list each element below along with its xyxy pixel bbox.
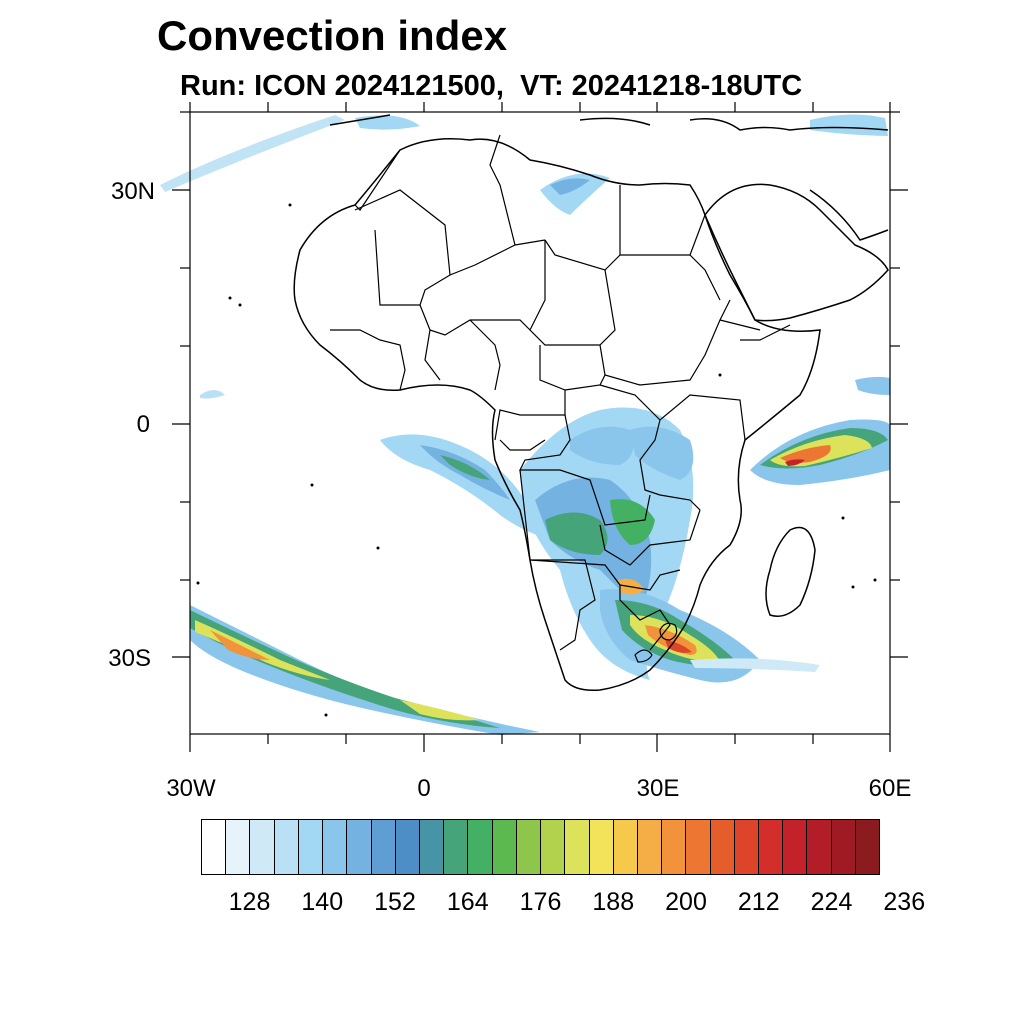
colorbar-box xyxy=(444,820,469,874)
colorbar-box xyxy=(202,820,227,874)
colorbar-box xyxy=(541,820,566,874)
colorbar-box xyxy=(783,820,808,874)
colorbar-box xyxy=(565,820,590,874)
colorbar-label: 200 xyxy=(665,888,707,916)
colorbar-box xyxy=(226,820,251,874)
colorbar-box xyxy=(323,820,348,874)
lon-label-60e: 60E xyxy=(868,775,912,802)
lon-label-30w: 30W xyxy=(166,775,216,802)
colorbar-box xyxy=(855,820,880,874)
colorbar-box xyxy=(637,820,663,874)
colorbar-box xyxy=(831,820,856,874)
colorbar-box xyxy=(298,820,324,874)
country-borders xyxy=(330,134,791,663)
map-subtitle: Run: ICON 2024121500, VT: 20241218-18UTC xyxy=(180,70,803,102)
colorbar-label: 164 xyxy=(446,888,489,916)
colorbar-label: 152 xyxy=(374,888,416,916)
colorbar-label: 140 xyxy=(301,888,344,916)
lon-label-30e: 30E xyxy=(636,775,680,802)
colorbar-label: 212 xyxy=(737,888,780,916)
lat-label-30n: 30N xyxy=(110,178,155,205)
colorbar-box xyxy=(662,820,687,874)
colorbar-box xyxy=(589,820,614,874)
islands xyxy=(196,203,877,717)
colorbar-label: 176 xyxy=(519,888,562,916)
colorbar-box xyxy=(274,820,299,874)
colorbar-box xyxy=(419,820,445,874)
convection-field xyxy=(160,114,890,735)
colorbar-label: 236 xyxy=(883,888,926,916)
colorbar-box xyxy=(734,820,760,874)
colorbar-box xyxy=(492,820,517,874)
colorbar-box xyxy=(468,820,493,874)
colorbar-box xyxy=(807,820,832,874)
map-title: Convection index xyxy=(157,12,508,59)
lon-label-0: 0 xyxy=(417,775,431,802)
colorbar-label: 188 xyxy=(592,888,635,916)
map-frame xyxy=(189,111,891,735)
lat-label-30s: 30S xyxy=(108,645,151,672)
axis-ticks xyxy=(172,102,908,752)
colorbar-label: 224 xyxy=(810,888,853,916)
colorbar-box xyxy=(759,820,784,874)
colorbar-box xyxy=(686,820,711,874)
colorbar-box xyxy=(371,820,396,874)
colorbar-box xyxy=(613,820,638,874)
colorbar-box xyxy=(395,820,420,874)
colorbar xyxy=(201,819,880,875)
colorbar-box xyxy=(347,820,372,874)
colorbar-label: 128 xyxy=(228,888,271,916)
coastline xyxy=(293,114,889,692)
colorbar-box xyxy=(710,820,735,874)
convection-map xyxy=(160,102,908,752)
colorbar-box xyxy=(250,820,275,874)
colorbar-box xyxy=(516,820,542,874)
lat-label-0: 0 xyxy=(136,411,150,438)
